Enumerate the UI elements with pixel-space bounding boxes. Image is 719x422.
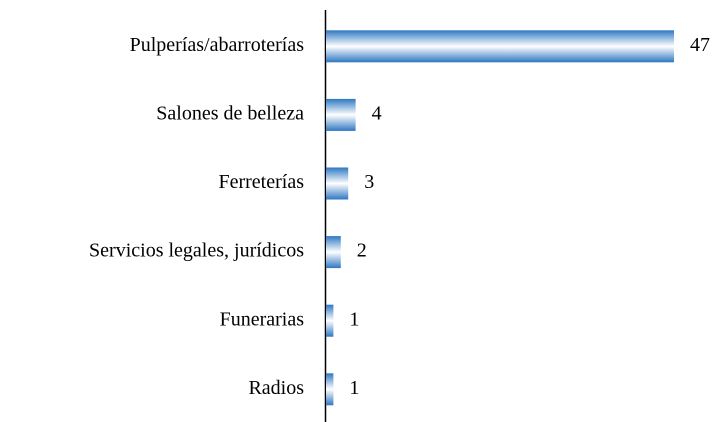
bar bbox=[326, 30, 674, 63]
category-label: Radios bbox=[248, 377, 304, 399]
category-label: Ferreterías bbox=[218, 171, 304, 193]
data-label: 4 bbox=[372, 102, 382, 124]
data-label: 3 bbox=[364, 171, 374, 193]
bar bbox=[326, 167, 349, 200]
data-label: 1 bbox=[349, 308, 359, 330]
category-label: Salones de belleza bbox=[156, 102, 304, 124]
data-label: 1 bbox=[349, 377, 359, 399]
data-label: 2 bbox=[357, 240, 367, 262]
bar bbox=[326, 236, 341, 269]
bar bbox=[326, 304, 334, 337]
category-label: Funerarias bbox=[220, 308, 305, 330]
data-label: 47 bbox=[690, 34, 710, 56]
bar bbox=[326, 373, 334, 406]
bar bbox=[326, 98, 356, 131]
category-label: Servicios legales, jurídicos bbox=[89, 240, 304, 262]
category-label: Pulperías/abarroterías bbox=[130, 34, 305, 56]
